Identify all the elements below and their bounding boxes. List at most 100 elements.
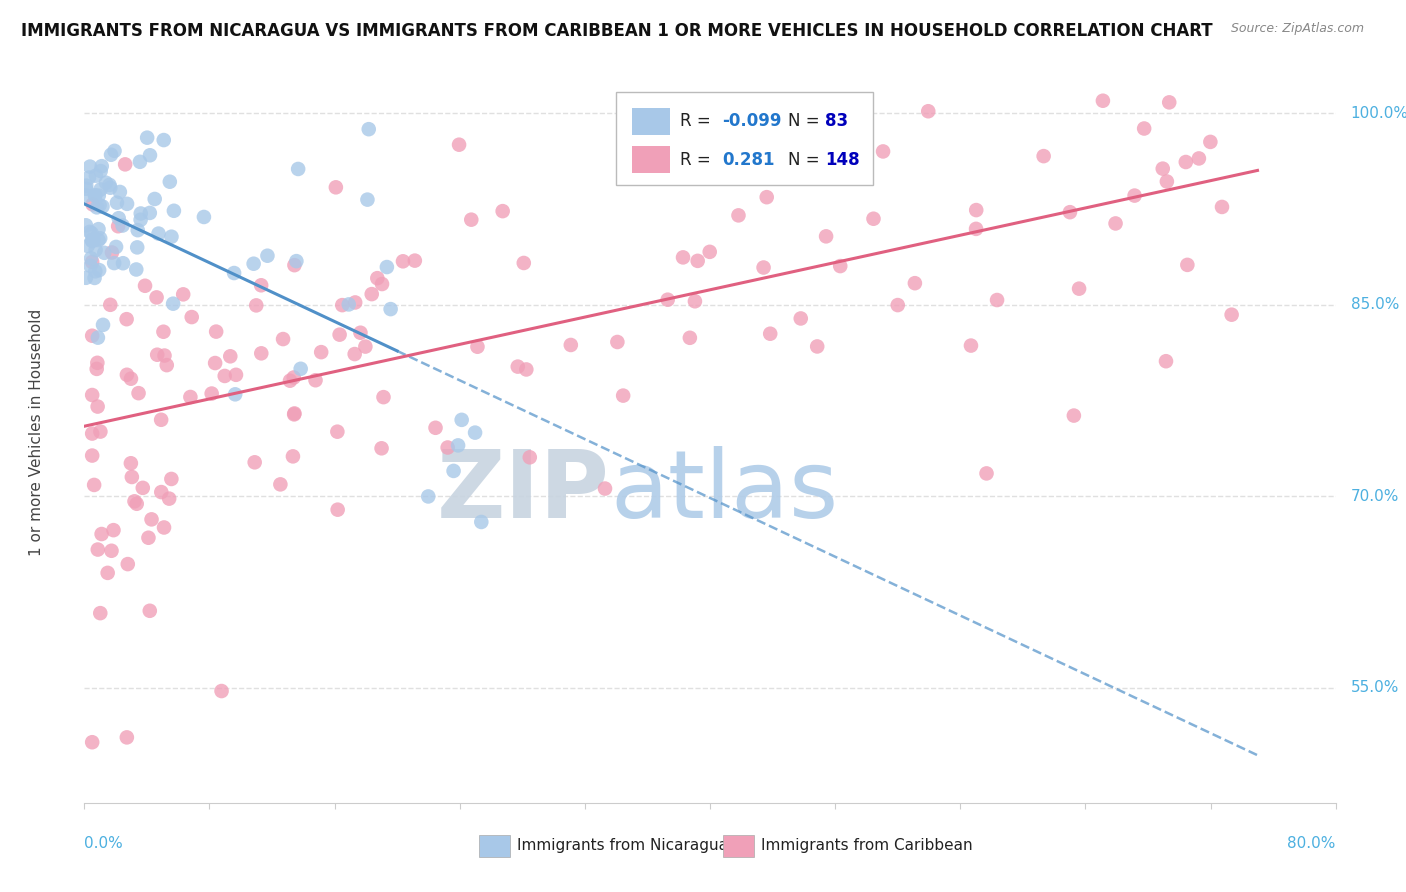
Point	[672, 251, 695, 265]
Text: 85.0%: 85.0%	[1351, 297, 1399, 312]
Point	[1175, 258, 1198, 272]
Point	[153, 349, 176, 363]
Point	[449, 137, 471, 152]
Point	[225, 368, 247, 382]
Bar	[478, 835, 510, 857]
Point	[120, 372, 142, 386]
Point	[111, 219, 134, 233]
Point	[150, 413, 173, 427]
Point	[1104, 216, 1126, 230]
Point	[1059, 205, 1081, 219]
Point	[136, 130, 159, 145]
Point	[560, 338, 582, 352]
Point	[1154, 354, 1177, 368]
Point	[94, 176, 117, 190]
Point	[98, 180, 121, 194]
Point	[965, 222, 987, 236]
Point	[242, 257, 264, 271]
Bar	[633, 146, 671, 173]
Text: 55.0%: 55.0%	[1351, 681, 1399, 696]
Point	[224, 387, 246, 401]
Text: 0.281: 0.281	[723, 151, 775, 169]
Point	[129, 212, 152, 227]
Point	[86, 200, 108, 214]
Point	[107, 219, 129, 234]
Point	[80, 227, 103, 241]
Point	[290, 361, 312, 376]
Point	[89, 606, 111, 620]
Point	[224, 266, 246, 280]
Point	[250, 278, 273, 293]
Point	[105, 240, 128, 254]
Point	[127, 240, 149, 254]
Point	[87, 233, 110, 247]
Point	[127, 223, 149, 237]
Point	[87, 222, 110, 236]
Point	[79, 259, 101, 273]
Point	[357, 122, 380, 136]
Point	[720, 94, 742, 108]
Point	[630, 131, 652, 145]
Point	[180, 310, 202, 324]
Point	[79, 225, 101, 239]
Point	[283, 370, 305, 384]
Point	[84, 188, 107, 202]
Text: Immigrants from Caribbean: Immigrants from Caribbean	[761, 838, 973, 854]
Point	[436, 441, 458, 455]
Point	[211, 684, 233, 698]
Point	[256, 249, 278, 263]
Point	[98, 178, 121, 192]
Point	[87, 188, 110, 202]
Text: atlas: atlas	[610, 446, 838, 538]
Point	[91, 199, 114, 213]
Point	[97, 566, 120, 580]
Point	[467, 340, 489, 354]
Point	[281, 450, 304, 464]
Point	[86, 362, 108, 376]
Point	[75, 270, 97, 285]
Point	[450, 413, 472, 427]
Point	[86, 400, 108, 414]
Point	[519, 450, 541, 465]
Point	[150, 485, 173, 500]
Point	[515, 362, 537, 376]
Text: R =: R =	[681, 151, 716, 169]
FancyBboxPatch shape	[616, 92, 873, 185]
Point	[107, 211, 129, 226]
Point	[404, 253, 426, 268]
Point	[80, 233, 103, 247]
Text: 83: 83	[825, 112, 848, 130]
Point	[141, 512, 163, 526]
Point	[606, 334, 628, 349]
Point	[75, 178, 97, 193]
Point	[965, 203, 987, 218]
Point	[492, 204, 515, 219]
Text: N =: N =	[787, 112, 820, 130]
Point	[134, 278, 156, 293]
Point	[683, 294, 706, 309]
Point	[87, 542, 110, 557]
Point	[117, 557, 139, 571]
Point	[139, 148, 162, 162]
Text: ZIP: ZIP	[437, 446, 610, 538]
Point	[976, 467, 998, 481]
Point	[887, 298, 910, 312]
Point	[1174, 155, 1197, 169]
Point	[679, 331, 702, 345]
Bar	[723, 835, 754, 857]
Point	[205, 325, 228, 339]
Point	[612, 389, 634, 403]
Point	[790, 311, 813, 326]
Point	[349, 326, 371, 340]
Point	[1199, 135, 1222, 149]
Point	[366, 271, 388, 285]
Point	[153, 520, 176, 534]
Point	[160, 229, 183, 244]
Point	[121, 470, 143, 484]
Text: 80.0%: 80.0%	[1288, 836, 1336, 851]
Point	[103, 256, 125, 270]
Point	[269, 477, 291, 491]
Point	[806, 339, 828, 353]
Point	[1188, 152, 1211, 166]
Point	[917, 104, 939, 119]
